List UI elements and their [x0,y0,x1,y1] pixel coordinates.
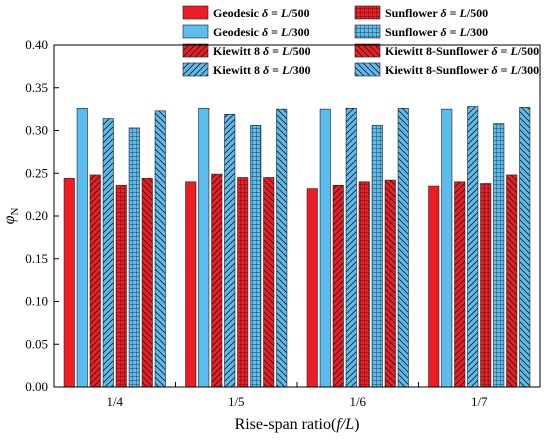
legend-swatch [182,24,209,39]
bar [441,108,453,388]
bar-pattern [333,185,344,387]
bar-pattern [129,127,140,387]
legend-swatch-pattern [355,63,380,76]
y-tick-label: 0.30 [25,123,48,138]
legend-label: Geodesic δ = L/500 [213,6,310,20]
bar-pattern [224,114,235,387]
legend-swatch-pattern [355,6,380,19]
bar-pattern [506,174,517,387]
bar-pattern [346,108,357,388]
bar [428,185,440,388]
bar-pattern [250,125,261,388]
x-tick-label: 1/6 [349,394,366,409]
y-axis-title: φN [1,208,21,225]
bar [63,178,75,388]
x-tick-label: 1/5 [228,394,245,409]
bar-pattern [116,185,127,387]
bar [306,188,318,388]
bar-pattern [359,181,370,387]
x-tick-label: 1/4 [106,394,123,409]
legend-label: Kiewitt 8 δ = L/500 [213,44,311,58]
bar [76,107,88,388]
legend-swatch [182,5,209,20]
bar-pattern [211,174,222,387]
bar-pattern [385,180,396,387]
legend: Geodesic δ = L/500 Geodesic δ = L/300 Kiew… [182,5,539,77]
bar-pattern [237,177,248,387]
bar-pattern [398,108,409,388]
legend-label: Geodesic δ = L/300 [213,25,310,39]
bar-pattern [467,106,478,387]
y-axis-ticks: 0.00 0.05 0.10 0.15 0.20 0.25 0.30 0.35 0.40 [25,37,59,394]
y-tick-label: 0.25 [25,165,48,180]
y-tick-label: 0.05 [25,336,48,351]
y-tick-label: 0.35 [25,80,48,95]
plot-frame [53,44,541,388]
legend-swatch-pattern [355,25,380,38]
bar-pattern [263,177,274,387]
legend-label: Kiewitt 8-Sunflower δ = L/300 [385,63,539,77]
bar-pattern [155,110,166,388]
bar-pattern [372,125,383,388]
bar-pattern [103,118,114,387]
bar-pattern [493,123,504,387]
y-tick-label: 0.20 [25,208,48,223]
y-tick-label: 0.00 [25,379,48,394]
bar-pattern [90,174,101,387]
bar [319,108,331,388]
x-tick-label: 1/7 [471,394,488,409]
bar [198,107,210,388]
x-axis-title: Rise-span ratio(f/L) [235,416,360,433]
legend-label: Sunflower δ = L/300 [385,25,488,39]
legend-swatch-pattern [183,44,208,57]
bar-pattern [142,178,153,387]
y-tick-label: 0.40 [25,37,48,52]
bar-pattern [454,181,465,387]
bar-pattern [276,109,287,387]
legend-swatch-pattern [355,44,380,57]
legend-label: Kiewitt 8-Sunflower δ = L/500 [385,44,539,58]
bars [63,106,531,388]
y-tick-label: 0.15 [25,251,48,266]
legend-swatch-pattern [183,63,208,76]
legend-label: Kiewitt 8 δ = L/300 [213,63,311,77]
legend-label: Sunflower δ = L/500 [385,6,488,20]
bar-pattern [480,183,491,387]
y-tick-label: 0.10 [25,294,48,309]
bar [185,181,197,388]
bar-pattern [519,107,530,387]
x-axis-ticks: 1/4 1/5 1/6 1/7 [106,382,488,409]
